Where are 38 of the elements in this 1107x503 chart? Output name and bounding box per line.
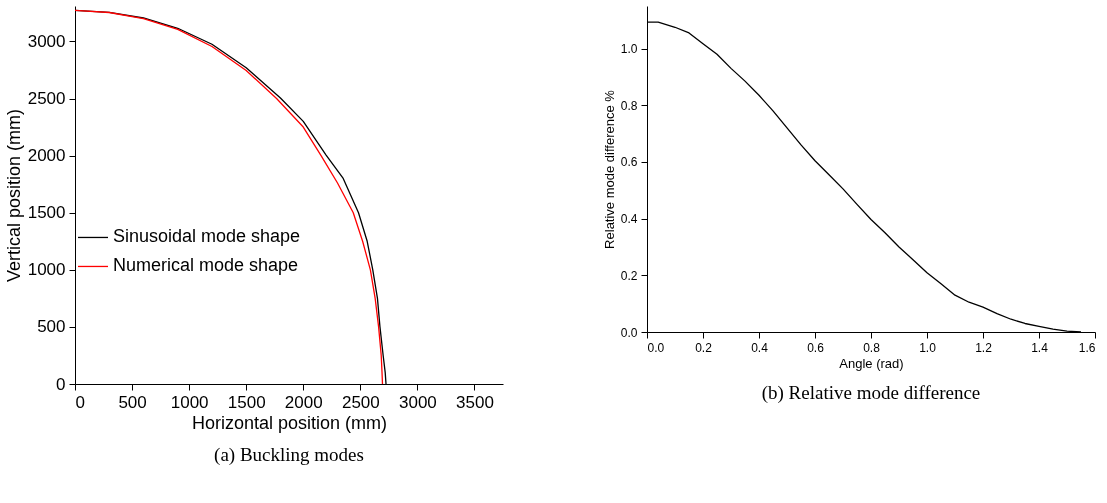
x-tick-label: 0 — [75, 392, 85, 412]
y-axis-title: Vertical position (mm) — [3, 108, 24, 283]
y-tick-label: 2500 — [27, 89, 66, 108]
x-tick-label: 1.2 — [975, 340, 993, 355]
y-tick-label: 0.2 — [620, 268, 638, 283]
x-tick-label: 3500 — [456, 392, 494, 412]
x-axis-title: Angle (rad) — [839, 355, 904, 371]
y-axis-title: Relative mode difference % — [601, 89, 617, 249]
x-tick-label: 0.6 — [807, 340, 825, 355]
text: (b) Relative mode difference — [761, 382, 981, 404]
y-tick-label: 1500 — [27, 203, 66, 223]
x-tick-label: 0.4 — [751, 340, 769, 355]
x-tick-label: 1000 — [170, 392, 209, 412]
legend-label: Sinusoidal mode shape — [113, 226, 301, 247]
y-tick-label: 1000 — [27, 260, 66, 280]
y-tick-label: 500 — [37, 317, 66, 337]
x-tick-label: 2000 — [284, 392, 323, 412]
text: (a) Buckling modes — [214, 444, 364, 466]
legend-label: Numerical mode shape — [113, 255, 299, 276]
x-axis-title: Horizontal position (mm) — [191, 412, 388, 433]
x-tick-label: 1.0 — [919, 340, 937, 355]
x-tick-label: 500 — [118, 392, 147, 412]
x-tick-label: 0.0 — [647, 340, 665, 355]
x-tick-label: 1.6 — [1078, 340, 1096, 355]
x-tick-label: 0.2 — [695, 340, 713, 355]
x-tick-label: 3000 — [398, 392, 437, 412]
x-tick-label: 1500 — [227, 392, 266, 412]
x-tick-label: 0.8 — [863, 340, 881, 355]
x-tick-label: 1.4 — [1031, 340, 1049, 355]
y-tick-label: 0.6 — [620, 155, 638, 170]
y-tick-label: 0.4 — [620, 212, 638, 227]
y-tick-label: 0.8 — [620, 98, 638, 113]
x-tick-label: 2500 — [341, 392, 380, 412]
y-tick-label: 1.0 — [620, 42, 638, 57]
y-tick-label: 0.0 — [620, 325, 638, 340]
y-tick-label: 2000 — [27, 146, 66, 166]
y-tick-label: 3000 — [27, 31, 66, 51]
y-tick-label: 0 — [56, 374, 66, 394]
